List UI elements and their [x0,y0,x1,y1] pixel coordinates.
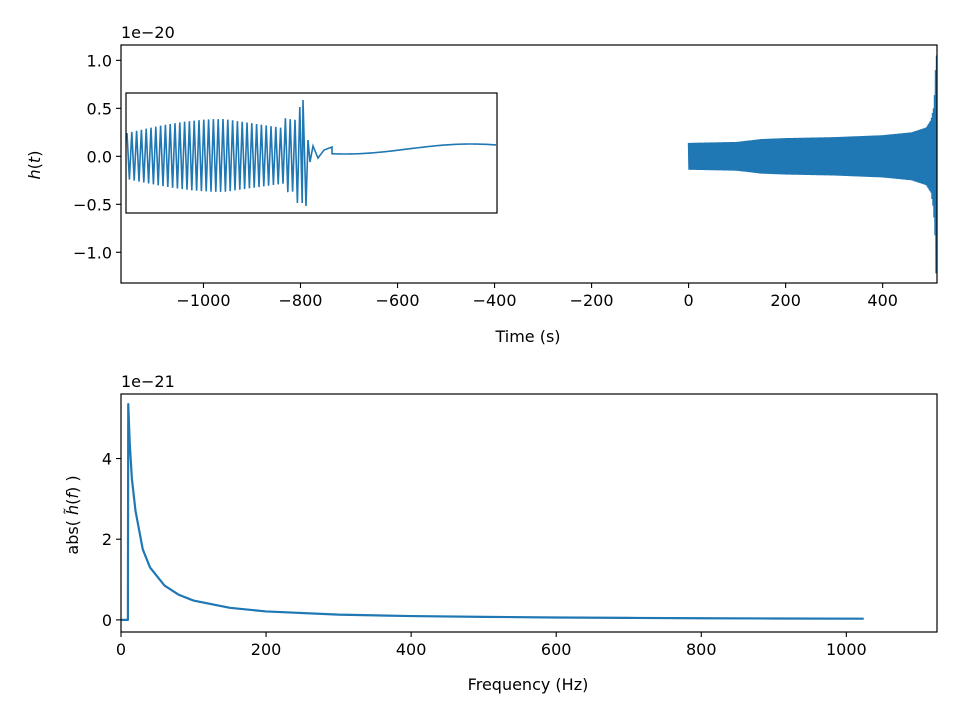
top-offset-text: 1e−20 [121,23,175,42]
x-tick-label: 0 [684,291,694,310]
x-tick-label: 200 [251,640,282,659]
x-tick-label: 400 [396,640,427,659]
x-tick-label: 600 [541,640,572,659]
top-x-axis-label: Time (s) [494,327,560,346]
bottom-y-axis-label: abs( h̃(f) ) [63,475,82,554]
bottom-axes-frame [120,393,938,633]
x-tick-label: 800 [686,640,717,659]
top-y-axis-label: h(t) [25,151,44,180]
y-tick-label: −1.0 [73,243,112,262]
top-y-ticks: 1.0 0.5 0.0 −0.5 −1.0 [73,51,121,262]
top-axes-frame [120,44,938,284]
strain-waveform [687,55,938,274]
y-tick-label: 0.0 [87,147,112,166]
strain-series [687,55,938,274]
x-tick-label: 400 [867,291,898,310]
x-tick-label: 1000 [826,640,867,659]
inset-frame [125,92,498,214]
inset-plot [125,92,498,214]
x-tick-label: −1000 [176,291,230,310]
frequency-domain-plot: 0 200 400 600 800 1000 4 2 0 1e−21 Frequency (H… [63,372,938,694]
inset-waveform [126,99,497,207]
y-tick-label: 0 [102,611,112,630]
y-tick-label: 0.5 [87,99,112,118]
x-tick-label: −800 [279,291,323,310]
bottom-x-ticks: 0 200 400 600 800 1000 [116,632,867,659]
spectrum-line [121,402,864,621]
bottom-x-axis-label: Frequency (Hz) [468,675,589,694]
y-tick-label: 1.0 [87,51,112,70]
x-tick-label: 200 [770,291,801,310]
y-tick-label: 2 [102,530,112,549]
y-tick-label: −0.5 [73,195,112,214]
x-tick-label: −200 [570,291,614,310]
bottom-offset-text: 1e−21 [121,372,175,391]
x-tick-label: −400 [473,291,517,310]
time-domain-plot: −1000 −800 −600 −400 −200 0 200 400 1.0 0.5 0.0 −0… [25,23,938,346]
x-tick-label: 0 [116,640,126,659]
x-tick-label: −600 [376,291,420,310]
y-tick-label: 4 [102,450,112,469]
bottom-y-ticks: 4 2 0 [102,450,121,630]
top-x-ticks: −1000 −800 −600 −400 −200 0 200 400 [176,283,898,310]
